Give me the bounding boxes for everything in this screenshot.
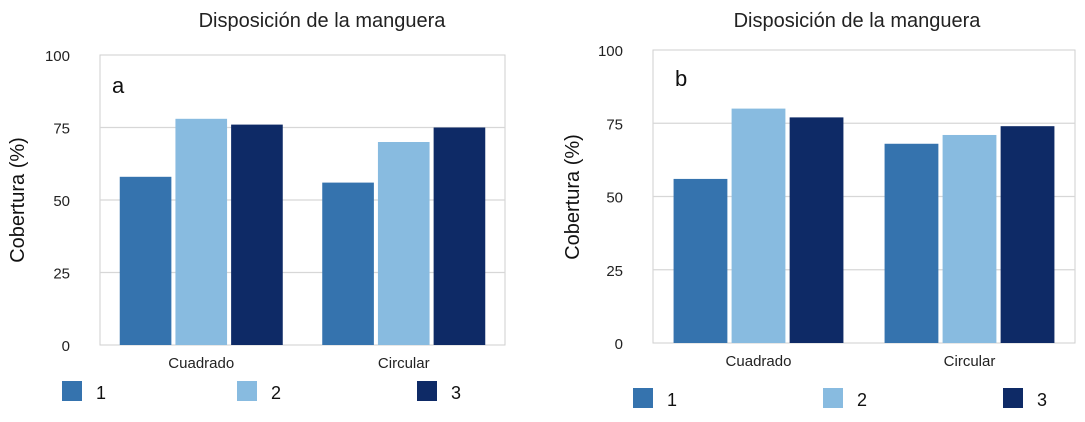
legend-swatch-2 bbox=[237, 381, 257, 401]
chart-panel-b: 0 25 50 75 100 Cuadrado Circular Disposición de… bbox=[545, 0, 1085, 417]
y-axis-label: Cobertura (%) bbox=[562, 134, 584, 260]
y-tick-label: 50 bbox=[53, 193, 70, 210]
legend-swatch-2 bbox=[823, 388, 843, 408]
legend-swatch-1 bbox=[62, 381, 82, 401]
x-tick-label: Circular bbox=[944, 353, 996, 370]
bar-2-cuadrado bbox=[731, 108, 786, 343]
panel-label: a bbox=[112, 73, 125, 98]
y-tick-label: 0 bbox=[62, 338, 70, 355]
panel-label: b bbox=[675, 66, 687, 91]
legend-label-3: 3 bbox=[451, 383, 461, 403]
legend-swatch-1 bbox=[633, 388, 653, 408]
legend-swatch-3 bbox=[1003, 388, 1023, 408]
bar-1-circular bbox=[322, 182, 374, 345]
legend-label-2: 2 bbox=[271, 383, 281, 403]
y-tick-label: 50 bbox=[606, 190, 623, 207]
y-tick-label: 75 bbox=[606, 116, 623, 133]
bar-3-circular bbox=[1000, 126, 1055, 344]
bar-3-circular bbox=[433, 127, 486, 345]
legend-label-3: 3 bbox=[1037, 390, 1047, 410]
legend-label-1: 1 bbox=[667, 390, 677, 410]
bar-3-cuadrado bbox=[789, 117, 844, 343]
y-tick-label: 75 bbox=[53, 121, 70, 138]
legend-label-1: 1 bbox=[96, 383, 106, 403]
y-tick-label: 100 bbox=[45, 48, 70, 65]
x-tick-label: Cuadrado bbox=[726, 353, 792, 370]
y-tick-label: 25 bbox=[53, 266, 70, 283]
bar-1-cuadrado bbox=[673, 178, 728, 343]
x-tick-label: Cuadrado bbox=[168, 355, 234, 372]
bar-2-cuadrado bbox=[175, 118, 228, 345]
bar-3-cuadrado bbox=[231, 124, 283, 345]
chart-b-svg: 0 25 50 75 100 Cuadrado Circular Disposición de… bbox=[562, 10, 1076, 410]
y-axis-label: Cobertura (%) bbox=[7, 137, 29, 263]
y-tick-label: 25 bbox=[606, 263, 623, 280]
legend-label-2: 2 bbox=[857, 390, 867, 410]
bar-2-circular bbox=[377, 142, 430, 345]
x-tick-label: Circular bbox=[378, 355, 430, 372]
chart-title: Disposición de la manguera bbox=[734, 10, 982, 32]
y-tick-label: 0 bbox=[615, 336, 623, 353]
bar-1-circular bbox=[884, 143, 939, 343]
chart-panel-a: 0 25 50 75 100 Cuadrado Circular Disposición de… bbox=[0, 0, 540, 417]
legend-swatch-3 bbox=[417, 381, 437, 401]
bar-1-cuadrado bbox=[119, 176, 172, 345]
chart-title: Disposición de la manguera bbox=[199, 10, 447, 32]
bar-2-circular bbox=[942, 134, 997, 343]
y-tick-label: 100 bbox=[598, 43, 623, 60]
chart-a-svg: 0 25 50 75 100 Cuadrado Circular Disposición de… bbox=[7, 10, 506, 403]
